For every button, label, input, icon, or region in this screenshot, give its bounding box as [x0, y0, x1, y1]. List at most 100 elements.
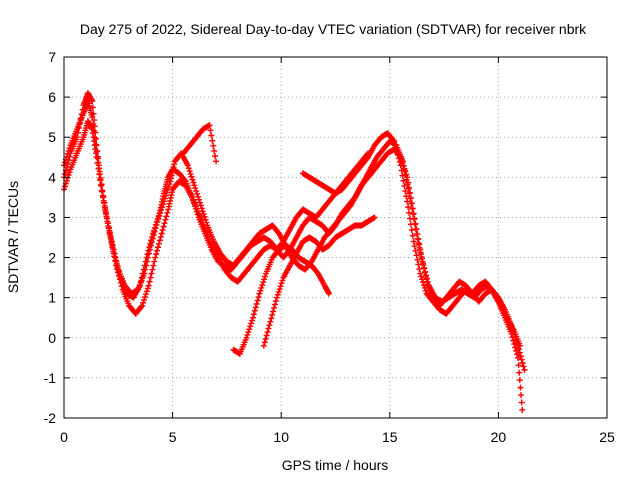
- data-point-marker: [416, 244, 423, 251]
- data-point-marker: [163, 213, 170, 220]
- data-point-marker: [89, 114, 96, 121]
- data-point-marker: [270, 308, 277, 315]
- data-point-marker: [276, 286, 283, 293]
- data-point-marker: [408, 200, 415, 207]
- data-point-marker: [252, 304, 259, 311]
- data-point-marker: [414, 256, 421, 263]
- data-point-marker: [243, 334, 250, 341]
- y-tick-labels: -2 -1 0 1 2 3 4 5 6 7: [44, 49, 57, 426]
- data-point-marker: [262, 335, 269, 342]
- data-point-marker: [92, 134, 99, 141]
- data-point-marker: [146, 246, 153, 253]
- data-point-marker: [405, 185, 412, 192]
- data-point-marker: [141, 296, 148, 303]
- data-point-marker: [249, 314, 256, 321]
- x-tick-label: 25: [599, 429, 615, 445]
- data-point-marker: [99, 187, 106, 194]
- data-point-marker: [164, 209, 171, 216]
- data-point-marker: [519, 359, 526, 366]
- data-point-marker: [162, 216, 169, 223]
- data-point-marker: [266, 322, 273, 329]
- y-axis-label: SDTVAR / TECUs: [5, 181, 21, 293]
- data-point-marker: [258, 284, 265, 291]
- data-point-marker: [163, 189, 170, 196]
- data-point-marker: [66, 169, 73, 176]
- x-tick-label: 0: [60, 429, 68, 445]
- data-point-marker: [412, 247, 419, 254]
- y-tick-label: 6: [48, 89, 56, 105]
- data-point-marker: [100, 193, 107, 200]
- data-point-marker: [424, 275, 431, 282]
- data-point-marker: [210, 142, 217, 149]
- data-point-marker: [517, 384, 524, 391]
- data-point-marker: [251, 307, 258, 314]
- axis-ticks: [63, 56, 608, 419]
- y-tick-label: 0: [48, 330, 56, 346]
- data-point-marker: [277, 283, 284, 290]
- data-point-marker: [254, 297, 261, 304]
- data-point-marker: [417, 270, 424, 277]
- data-point-marker: [261, 276, 268, 283]
- data-point-marker: [95, 162, 102, 169]
- data-point-marker: [142, 266, 149, 273]
- series-track-4: [230, 242, 332, 357]
- data-point-marker: [257, 287, 264, 294]
- data-point-marker: [248, 320, 255, 327]
- data-point-marker: [144, 258, 151, 265]
- data-point-marker: [155, 215, 162, 222]
- data-point-marker: [149, 266, 156, 273]
- data-point-marker: [147, 242, 154, 249]
- data-point-marker: [145, 282, 152, 289]
- data-point-marker: [61, 159, 68, 166]
- data-point-marker: [203, 219, 210, 226]
- data-point-marker: [200, 211, 207, 218]
- data-point-marker: [403, 176, 410, 183]
- data-point-marker: [411, 216, 418, 223]
- data-point-marker: [272, 298, 279, 305]
- data-point-marker: [265, 325, 272, 332]
- data-point-marker: [400, 177, 407, 184]
- data-point-marker: [65, 147, 72, 154]
- data-point-marker: [516, 369, 523, 376]
- data-point-marker: [157, 209, 164, 216]
- data-point-marker: [141, 270, 148, 277]
- data-point-marker: [273, 294, 280, 301]
- data-point-marker: [195, 193, 202, 200]
- data-point-marker: [260, 279, 267, 286]
- data-point-marker: [250, 311, 257, 318]
- data-point-marker: [150, 262, 157, 269]
- data-point-marker: [74, 134, 81, 141]
- x-axis-label: GPS time / hours: [282, 457, 389, 473]
- data-point-marker: [424, 279, 431, 286]
- data-point-marker: [188, 173, 195, 180]
- data-point-marker: [94, 155, 101, 162]
- data-point-marker: [267, 318, 274, 325]
- data-point-marker: [365, 150, 372, 157]
- data-point-marker: [97, 174, 104, 181]
- data-point-marker: [92, 141, 99, 148]
- data-point-marker: [517, 353, 524, 360]
- data-point-marker: [269, 311, 276, 318]
- data-point-marker: [141, 294, 148, 301]
- data-point-marker: [404, 181, 411, 188]
- data-point-marker: [155, 244, 162, 251]
- data-point-marker: [515, 362, 522, 369]
- data-point-marker: [166, 181, 173, 188]
- data-point-marker: [111, 250, 118, 257]
- data-point-marker: [150, 232, 157, 239]
- data-point-marker: [102, 206, 109, 213]
- data-point-marker: [149, 235, 156, 242]
- data-point-marker: [206, 122, 213, 129]
- data-point-marker: [247, 323, 254, 330]
- data-point-marker: [161, 195, 168, 202]
- data-point-marker: [194, 190, 201, 197]
- data-point-marker: [156, 212, 163, 219]
- data-point-marker: [146, 278, 153, 285]
- y-tick-label: -2: [44, 410, 57, 426]
- data-point-marker: [262, 273, 269, 280]
- plot-frame: [63, 56, 608, 419]
- data-point-marker: [411, 221, 418, 228]
- data-point-marker: [399, 158, 406, 165]
- data-point-marker: [209, 137, 216, 144]
- data-point-marker: [417, 249, 424, 256]
